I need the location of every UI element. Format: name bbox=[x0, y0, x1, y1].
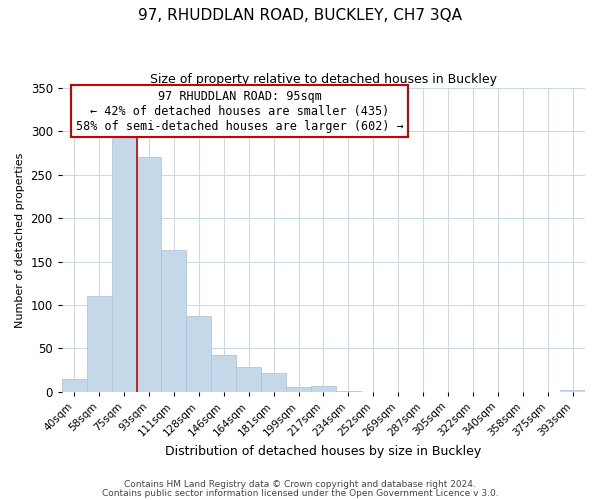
X-axis label: Distribution of detached houses by size in Buckley: Distribution of detached houses by size … bbox=[165, 444, 482, 458]
Bar bbox=[560, 390, 585, 392]
Bar bbox=[87, 296, 112, 392]
Bar bbox=[261, 374, 286, 392]
Text: Contains HM Land Registry data © Crown copyright and database right 2024.: Contains HM Land Registry data © Crown c… bbox=[124, 480, 476, 489]
Bar bbox=[286, 388, 311, 392]
Bar bbox=[311, 386, 336, 392]
Bar bbox=[62, 378, 87, 392]
Bar bbox=[161, 250, 187, 392]
Bar bbox=[236, 368, 261, 392]
Title: Size of property relative to detached houses in Buckley: Size of property relative to detached ho… bbox=[150, 72, 497, 86]
Y-axis label: Number of detached properties: Number of detached properties bbox=[15, 152, 25, 328]
Bar bbox=[112, 138, 137, 392]
Bar bbox=[211, 355, 236, 392]
Text: 97, RHUDDLAN ROAD, BUCKLEY, CH7 3QA: 97, RHUDDLAN ROAD, BUCKLEY, CH7 3QA bbox=[138, 8, 462, 22]
Bar bbox=[187, 316, 211, 392]
Bar bbox=[336, 391, 361, 392]
Text: 97 RHUDDLAN ROAD: 95sqm
← 42% of detached houses are smaller (435)
58% of semi-d: 97 RHUDDLAN ROAD: 95sqm ← 42% of detache… bbox=[76, 90, 404, 132]
Text: Contains public sector information licensed under the Open Government Licence v : Contains public sector information licen… bbox=[101, 488, 499, 498]
Bar bbox=[137, 158, 161, 392]
